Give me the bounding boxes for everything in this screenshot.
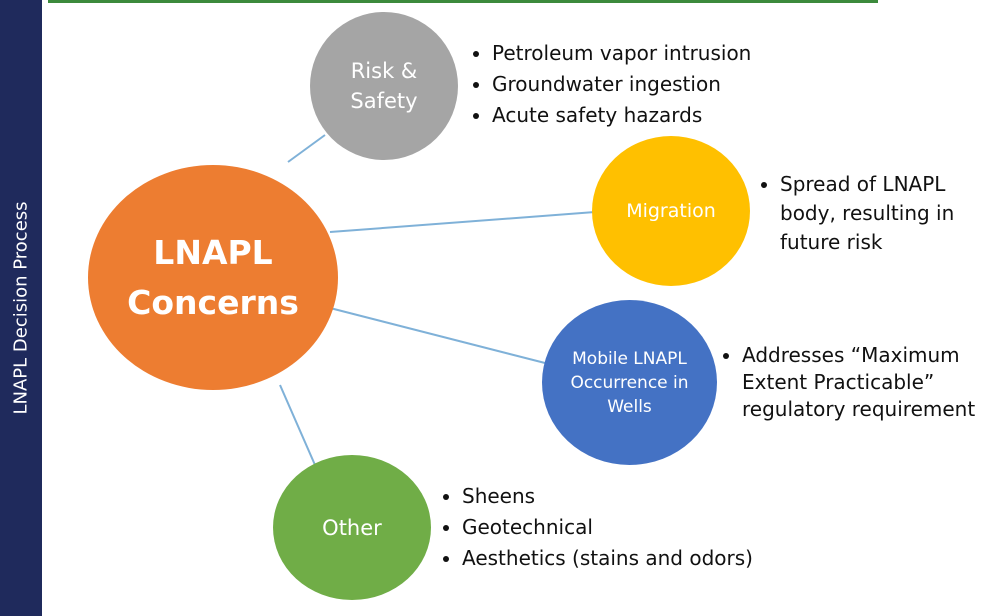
- node: Other: [273, 455, 431, 600]
- node-label: Mobile LNAPL Occurrence in Wells: [570, 348, 689, 417]
- bullet: Aesthetics (stains and odors): [462, 543, 822, 574]
- center-node: LNAPL Concerns: [88, 165, 338, 390]
- node-label: Migration: [626, 200, 716, 222]
- bullets: Addresses “Maximum Extent Practicable” r…: [724, 342, 998, 423]
- node: Migration: [592, 136, 750, 286]
- bullets: Spread of LNAPL body, resulting in futur…: [762, 170, 998, 257]
- sidebar: LNAPL Decision Process: [0, 0, 42, 616]
- bullets: Petroleum vapor intrusionGroundwater ing…: [474, 38, 812, 131]
- node-label: Other: [322, 515, 382, 540]
- bullet: Acute safety hazards: [492, 100, 812, 131]
- node: Risk & Safety: [310, 12, 458, 160]
- node-label: Risk & Safety: [350, 59, 418, 113]
- center-label: LNAPL Concerns: [127, 232, 299, 322]
- bullet: Addresses “Maximum Extent Practicable” r…: [742, 342, 998, 423]
- top-rule: [48, 0, 878, 3]
- bullet: Spread of LNAPL body, resulting in futur…: [780, 170, 998, 257]
- bullet: Groundwater ingestion: [492, 69, 812, 100]
- bullets: SheensGeotechnicalAesthetics (stains and…: [444, 481, 822, 574]
- bullet: Geotechnical: [462, 512, 822, 543]
- bullet: Sheens: [462, 481, 822, 512]
- bullet: Petroleum vapor intrusion: [492, 38, 812, 69]
- node: Mobile LNAPL Occurrence in Wells: [542, 300, 717, 465]
